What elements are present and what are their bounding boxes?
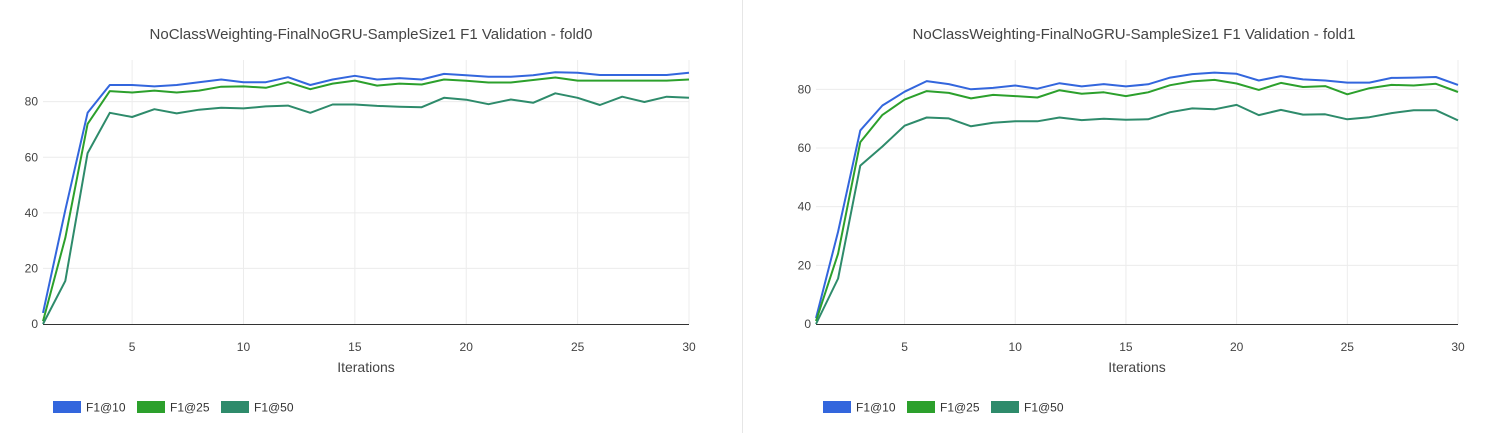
chart-panel-fold1: NoClassWeighting-FinalNoGRU-SampleSize1 … bbox=[743, 0, 1495, 433]
legend-label: F1@10 bbox=[86, 401, 126, 415]
y-tick-label: 0 bbox=[804, 317, 811, 331]
legend-label: F1@50 bbox=[1024, 401, 1064, 415]
series-line-f1-at-10[interactable] bbox=[42, 71, 690, 314]
x-tick-label: 5 bbox=[129, 340, 136, 354]
legend-item[interactable]: F1@50 bbox=[221, 401, 294, 415]
legend-label: F1@10 bbox=[856, 401, 896, 415]
x-tick-label: 30 bbox=[682, 340, 696, 354]
legend: F1@10 F1@25 F1@50 bbox=[823, 401, 1064, 415]
gridlines bbox=[43, 60, 690, 324]
x-tick-label: 25 bbox=[1341, 340, 1355, 354]
line-chart: NoClassWeighting-FinalNoGRU-SampleSize1 … bbox=[798, 26, 1465, 415]
legend-swatch bbox=[53, 401, 81, 413]
series-line-f1-at-10[interactable] bbox=[815, 71, 1459, 319]
series-line-f1-at-50[interactable] bbox=[815, 103, 1459, 325]
x-tick-label: 15 bbox=[1119, 340, 1133, 354]
y-tick-label: 80 bbox=[25, 95, 39, 109]
y-tick-label: 60 bbox=[798, 141, 812, 155]
x-tick-label: 5 bbox=[901, 340, 908, 354]
legend-swatch bbox=[907, 401, 935, 413]
legend-item[interactable]: F1@10 bbox=[823, 401, 896, 415]
legend-swatch bbox=[221, 401, 249, 413]
y-tick-label: 60 bbox=[25, 150, 39, 164]
y-tick-label: 80 bbox=[798, 82, 812, 96]
chart-panel-fold0: NoClassWeighting-FinalNoGRU-SampleSize1 … bbox=[0, 0, 742, 433]
legend-label: F1@50 bbox=[254, 401, 294, 415]
x-axis-label: Iterations bbox=[1108, 359, 1166, 375]
legend-label: F1@25 bbox=[170, 401, 210, 415]
series-line-f1-at-25[interactable] bbox=[815, 78, 1459, 322]
x-tick-label: 25 bbox=[571, 340, 585, 354]
legend-swatch bbox=[991, 401, 1019, 413]
y-tick-label: 0 bbox=[31, 317, 38, 331]
legend-item[interactable]: F1@25 bbox=[137, 401, 210, 415]
x-tick-label: 20 bbox=[1230, 340, 1244, 354]
x-tick-label: 10 bbox=[1009, 340, 1023, 354]
x-tick-label: 10 bbox=[237, 340, 251, 354]
legend-label: F1@25 bbox=[940, 401, 980, 415]
chart-title: NoClassWeighting-FinalNoGRU-SampleSize1 … bbox=[913, 26, 1356, 43]
y-tick-label: 40 bbox=[798, 200, 812, 214]
series-line-f1-at-50[interactable] bbox=[42, 92, 690, 325]
legend-item[interactable]: F1@25 bbox=[907, 401, 980, 415]
panel-divider bbox=[742, 0, 743, 433]
legend-item[interactable]: F1@50 bbox=[991, 401, 1064, 415]
legend-swatch bbox=[137, 401, 165, 413]
gridlines bbox=[816, 60, 1459, 324]
y-tick-label: 20 bbox=[25, 261, 39, 275]
x-tick-label: 15 bbox=[348, 340, 362, 354]
legend-item[interactable]: F1@10 bbox=[53, 401, 126, 415]
chart-title: NoClassWeighting-FinalNoGRU-SampleSize1 … bbox=[150, 26, 593, 43]
series-line-f1-at-25[interactable] bbox=[42, 76, 690, 322]
x-tick-label: 20 bbox=[460, 340, 474, 354]
legend-swatch bbox=[823, 401, 851, 413]
y-tick-label: 40 bbox=[25, 206, 39, 220]
legend: F1@10 F1@25 F1@50 bbox=[53, 401, 294, 415]
x-axis-label: Iterations bbox=[337, 359, 395, 375]
line-chart: NoClassWeighting-FinalNoGRU-SampleSize1 … bbox=[25, 26, 696, 415]
y-tick-label: 20 bbox=[798, 258, 812, 272]
x-tick-label: 30 bbox=[1451, 340, 1465, 354]
